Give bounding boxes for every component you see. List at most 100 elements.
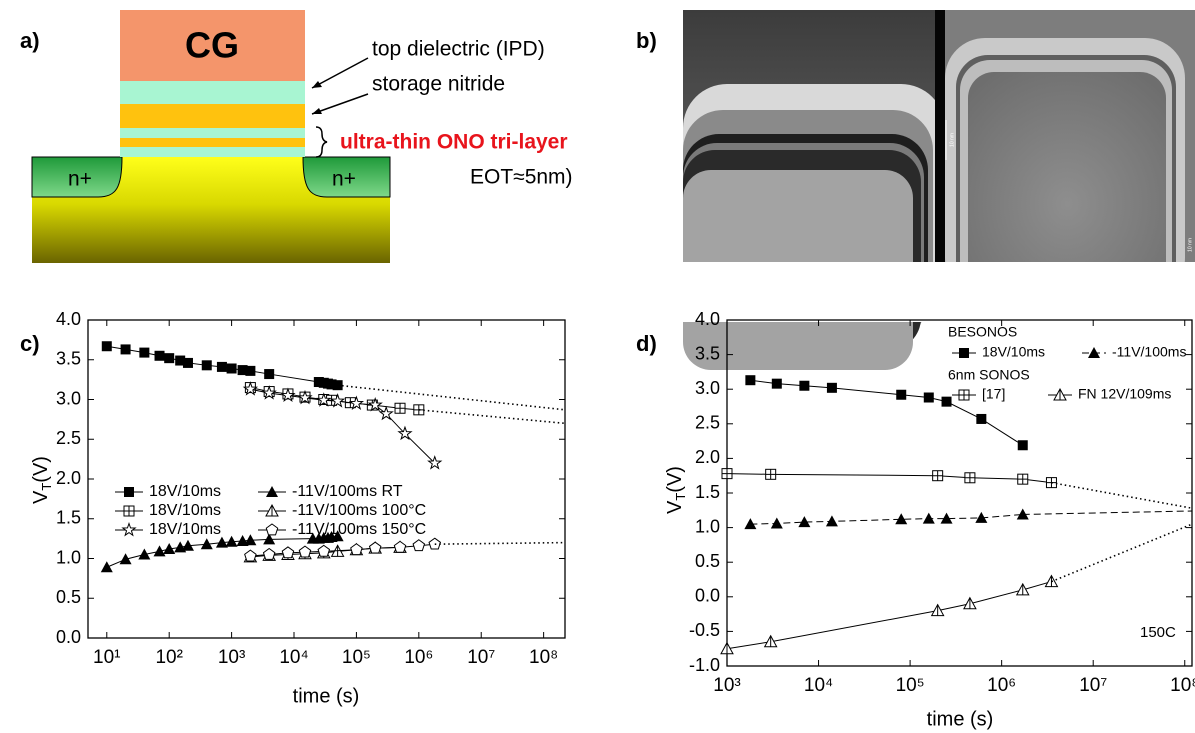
marker-pentagon — [265, 523, 279, 536]
data-point — [923, 392, 934, 403]
data-point — [216, 361, 227, 372]
data-point — [976, 413, 987, 424]
marker-square — [139, 347, 150, 358]
plot-frame — [87, 319, 566, 639]
legend-group: 6nm SONOS — [948, 367, 1030, 383]
marker-star — [348, 395, 365, 410]
y-tick-label: 3.0 — [56, 388, 81, 408]
y-tick-label: 1.5 — [695, 482, 720, 502]
data-point — [393, 540, 407, 553]
marker-star — [121, 521, 137, 537]
legend-label: 18V/10ms — [149, 483, 221, 500]
marker-square — [226, 363, 237, 374]
y-tick-label: 0.0 — [695, 586, 720, 606]
data-point — [922, 512, 935, 524]
marker-pentagon — [244, 549, 257, 562]
series-line — [1022, 510, 1193, 515]
data-point — [163, 542, 176, 554]
tem-body — [968, 72, 1166, 292]
marker-star — [329, 393, 346, 408]
data-point — [154, 350, 165, 361]
scale-bar-label: 10 nm — [1187, 238, 1193, 252]
marker-square — [201, 360, 212, 371]
data-point — [138, 548, 151, 560]
data-point — [378, 405, 394, 421]
y-label-part: (V) — [30, 456, 52, 483]
legend-label: 18V/10ms — [982, 344, 1045, 360]
data-point — [427, 455, 443, 470]
data-point — [175, 355, 186, 366]
legend-label: -11V/100ms 150°C — [292, 521, 426, 538]
arrow — [311, 93, 369, 115]
data-point — [181, 539, 194, 551]
x-tick-label: 10⁴ — [804, 675, 833, 696]
marker-cross — [395, 403, 406, 414]
data-point — [200, 538, 213, 550]
data-point — [120, 344, 131, 355]
x-tick-label: 10² — [155, 647, 182, 668]
data-point — [280, 387, 296, 403]
legend-entry: 18V/10ms — [115, 521, 221, 538]
data-point — [367, 397, 383, 412]
data-point — [413, 404, 425, 416]
marker-square — [120, 344, 131, 355]
marker-square — [923, 392, 934, 403]
divider — [935, 10, 945, 262]
marker-square — [164, 353, 175, 364]
data-point — [281, 546, 295, 559]
series-line — [750, 513, 1023, 525]
drain-region — [302, 156, 391, 198]
data-point — [932, 470, 944, 482]
chart: -1.0 -0.5 0.0 0.5 1.0 1.5 2.0 2.5 3.0 3.5 4.0 10³ 10… — [664, 309, 1195, 731]
y-tick-label: 3.5 — [56, 349, 81, 369]
marker-square — [976, 413, 987, 424]
marker-triangle — [100, 561, 113, 573]
marker-triangle — [825, 515, 838, 527]
marker-cross — [413, 404, 424, 415]
panel-label: b) — [636, 28, 657, 53]
marker-triangle — [744, 518, 757, 530]
marker-star — [397, 425, 413, 441]
data-point — [350, 543, 363, 556]
marker-triangle — [975, 511, 988, 523]
series-line — [1051, 523, 1193, 583]
gate-label: CG — [185, 25, 239, 66]
y-tick-label: 3.0 — [695, 378, 720, 398]
series-line — [726, 581, 1052, 650]
marker-triangle — [163, 542, 176, 554]
y-tick-label: 1.5 — [56, 508, 81, 528]
data-point — [237, 365, 248, 376]
marker-star — [261, 385, 277, 400]
ono-label: ultra-thin ONO tri-layer — [340, 131, 568, 154]
ono-oxide — [120, 128, 305, 138]
marker-pentagon — [412, 539, 426, 552]
source-label: n+ — [68, 168, 92, 191]
data-point — [326, 379, 337, 390]
marker-square — [124, 487, 134, 497]
x-tick-label: 10⁶ — [987, 675, 1016, 696]
x-tick-label: 10⁸ — [529, 647, 558, 668]
annotation: 150C — [1140, 624, 1176, 641]
marker-star — [367, 397, 383, 412]
legend-entry: -11V/100ms RT — [258, 483, 403, 500]
data-point — [332, 380, 343, 391]
marker-triangle — [215, 536, 228, 548]
chart: 0.0 0.5 1.0 1.5 2.0 2.5 3.0 3.5 4.0 10¹ 10² 10³ 10⁴ 1… — [30, 309, 566, 707]
y-tick-label: 1.0 — [695, 516, 720, 536]
top-dielectric — [120, 81, 305, 104]
marker-square — [245, 365, 256, 376]
x-tick-label: 10⁷ — [1079, 675, 1107, 696]
legend-entry: [17] — [952, 386, 1005, 402]
marker-pentagon — [317, 544, 331, 557]
marker-cross — [124, 506, 134, 516]
marker-cross — [964, 472, 975, 483]
legend-label: -11V/100ms RT — [292, 483, 403, 500]
marker-pentagon — [368, 541, 382, 554]
data-point — [895, 513, 908, 525]
data-point — [798, 516, 811, 528]
data-point — [394, 402, 406, 414]
data-point — [153, 545, 166, 557]
y-label-part: V — [30, 490, 52, 504]
legend-label: 18V/10ms — [149, 521, 221, 538]
data-point — [721, 468, 733, 480]
